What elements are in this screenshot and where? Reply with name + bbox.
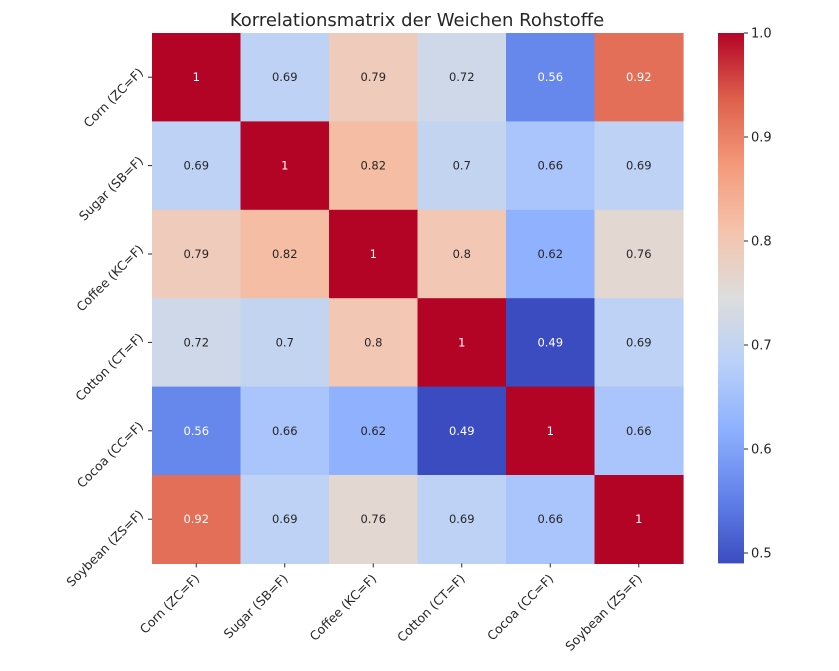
x-tick-label-3: Cotton (CT=F) [394, 571, 468, 645]
x-tick-label-5: Soybean (ZS=F) [562, 571, 645, 654]
heatmap-cell-r0-c1 [240, 33, 330, 122]
cell-value-r3-c2: 0.8 [364, 335, 382, 349]
cell-value-r4-c4: 1 [547, 424, 554, 438]
cell-value-r0-c0: 1 [193, 70, 200, 84]
cell-value-r5-c1: 0.69 [272, 512, 298, 526]
heatmap-cell-r1-c1 [240, 121, 330, 211]
cell-value-r3-c0: 0.72 [183, 335, 209, 349]
colorbar-tick-label-4: 0.9 [751, 131, 772, 146]
y-axis: Corn (ZC=F) Sugar (SB=F) Coffee (KC=F) Cott… [63, 65, 152, 590]
cell-value-r3-c1: 0.7 [276, 335, 294, 349]
heatmap-cell-labels: 1 0.69 0.79 0.72 0.56 0.92 0.69 1 0.82 0.7 0.66 0.6… [183, 70, 651, 526]
cell-value-r5-c5: 1 [635, 512, 642, 526]
cell-value-r4-c0: 0.56 [183, 424, 209, 438]
heatmap-cell-r5-c4 [506, 475, 596, 564]
heatmap-cell-r0-c0 [152, 33, 242, 122]
heatmap-cell-r1-c0 [152, 121, 242, 211]
y-tick-label-4: Cocoa (CC=F) [74, 418, 146, 490]
heatmap-cell-r4-c2 [329, 386, 419, 476]
heatmap-cells [152, 33, 684, 564]
cell-value-r1-c4: 0.66 [537, 159, 563, 173]
heatmap-cell-r5-c1 [240, 475, 330, 564]
heatmap-cell-r5-c5 [594, 475, 684, 564]
cell-value-r1-c1: 1 [281, 159, 288, 173]
cell-value-r2-c4: 0.62 [537, 247, 563, 261]
y-tick-label-5: Soybean (ZS=F) [63, 507, 146, 590]
cell-value-r2-c2: 1 [370, 247, 377, 261]
heatmap-cell-r2-c4 [506, 209, 596, 299]
cell-value-r3-c3: 1 [458, 335, 465, 349]
cell-value-r1-c5: 0.69 [626, 159, 652, 173]
cell-value-r0-c5: 0.92 [626, 70, 652, 84]
heatmap-cell-r1-c3 [417, 121, 507, 211]
cell-value-r0-c4: 0.56 [537, 70, 563, 84]
heatmap-cell-r3-c2 [329, 298, 419, 388]
cell-value-r4-c5: 0.66 [626, 424, 652, 438]
cell-value-r0-c2: 0.79 [360, 70, 386, 84]
cell-value-r1-c0: 0.69 [183, 159, 209, 173]
cell-value-r4-c3: 0.49 [449, 424, 475, 438]
heatmap-cell-r3-c3 [417, 298, 507, 388]
cell-value-r2-c0: 0.79 [183, 247, 209, 261]
cell-value-r5-c2: 0.76 [360, 512, 386, 526]
x-tick-label-2: Coffee (KC=F) [307, 571, 380, 644]
heatmap-cell-r4-c1 [240, 386, 330, 476]
heatmap-cell-r0-c3 [417, 33, 507, 122]
colorbar-tick-label-0: 0.5 [751, 547, 772, 562]
cell-value-r2-c5: 0.76 [626, 247, 652, 261]
cell-value-r3-c4: 0.49 [537, 335, 563, 349]
heatmap-cell-r4-c0 [152, 386, 242, 476]
x-tick-label-1: Sugar (SB=F) [221, 571, 291, 641]
cell-value-r4-c2: 0.62 [360, 424, 386, 438]
colorbar-gradient [718, 33, 744, 564]
heatmap-cell-r2-c5 [594, 209, 684, 299]
y-tick-label-2: Coffee (KC=F) [73, 242, 146, 315]
heatmap-cell-r5-c2 [329, 475, 419, 564]
heatmap-cell-r5-c0 [152, 475, 242, 564]
heatmap-cell-r3-c0 [152, 298, 242, 388]
cell-value-r2-c3: 0.8 [453, 247, 471, 261]
colorbar-tick-label-1: 0.6 [751, 443, 772, 458]
heatmap-cell-r1-c2 [329, 121, 419, 211]
x-tick-label-4: Cocoa (CC=F) [484, 571, 556, 643]
heatmap-cell-r2-c0 [152, 209, 242, 299]
cell-value-r5-c0: 0.92 [183, 512, 209, 526]
cell-value-r4-c1: 0.66 [272, 424, 298, 438]
colorbar-tick-label-2: 0.7 [751, 339, 772, 354]
cell-value-r3-c5: 0.69 [626, 335, 652, 349]
heatmap-cell-r4-c3 [417, 386, 507, 476]
cell-value-r1-c3: 0.7 [453, 159, 471, 173]
heatmap-cell-r2-c2 [329, 209, 419, 299]
colorbar-tick-label-5: 1.0 [751, 27, 772, 42]
y-tick-label-3: Cotton (CT=F) [72, 330, 146, 404]
heatmap-cell-r5-c3 [417, 475, 507, 564]
heatmap-cell-r0-c5 [594, 33, 684, 122]
colorbar: 0.5 0.6 0.7 0.8 0.9 1.0 [718, 27, 772, 564]
cell-value-r0-c3: 0.72 [449, 70, 475, 84]
heatmap-cell-r4-c4 [506, 386, 596, 476]
colorbar-tick-label-3: 0.8 [751, 235, 772, 250]
heatmap-cell-r3-c1 [240, 298, 330, 388]
cell-value-r5-c4: 0.66 [537, 512, 563, 526]
cell-value-r2-c1: 0.82 [272, 247, 298, 261]
chart-title: Korrelationsmatrix der Weichen Rohstoffe [230, 10, 604, 31]
y-tick-label-0: Corn (ZC=F) [80, 65, 146, 131]
heatmap-cell-r4-c5 [594, 386, 684, 476]
heatmap-cell-r2-c1 [240, 209, 330, 299]
x-axis: Corn (ZC=F) Sugar (SB=F) Coffee (KC=F) Cott… [137, 563, 645, 654]
heatmap-cell-r1-c4 [506, 121, 596, 211]
heatmap-cell-r0-c2 [329, 33, 419, 122]
heatmap-cell-r1-c5 [594, 121, 684, 211]
cell-value-r5-c3: 0.69 [449, 512, 475, 526]
x-tick-label-0: Corn (ZC=F) [137, 571, 203, 637]
y-tick-label-1: Sugar (SB=F) [76, 153, 146, 223]
heatmap-cell-r3-c5 [594, 298, 684, 388]
cell-value-r1-c2: 0.82 [360, 159, 386, 173]
heatmap-cell-r3-c4 [506, 298, 596, 388]
heatmap-cell-r2-c3 [417, 209, 507, 299]
cell-value-r0-c1: 0.69 [272, 70, 298, 84]
heatmap-cell-r0-c4 [506, 33, 596, 122]
